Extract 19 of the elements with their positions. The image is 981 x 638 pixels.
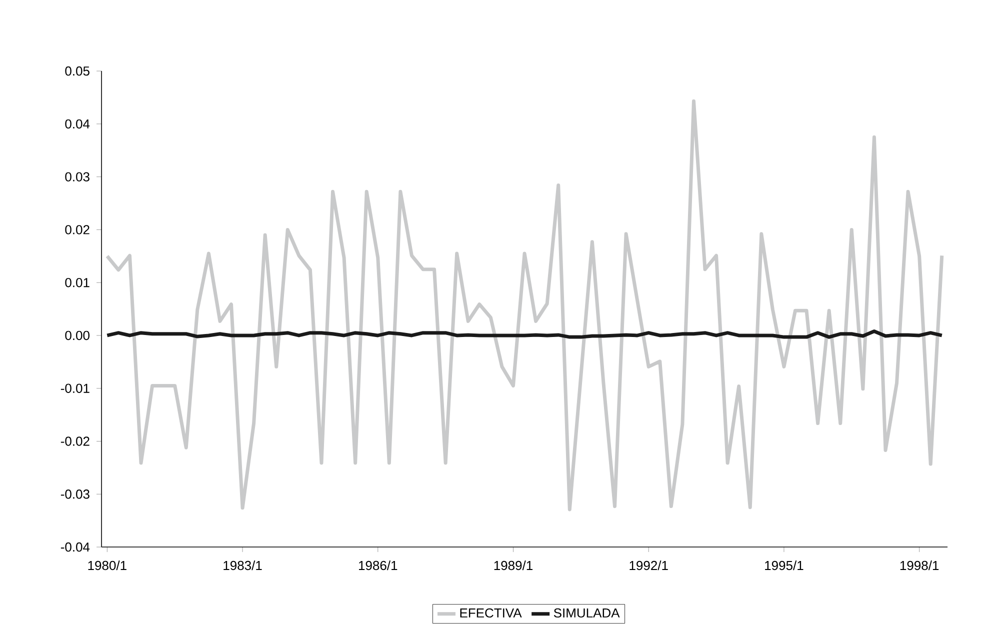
y-tick-label: 0.03 (65, 172, 90, 182)
y-tick-label: 0.01 (65, 278, 90, 288)
y-tick-label: -0.01 (60, 384, 90, 393)
legend-label: EFECTIVA (460, 608, 522, 618)
y-tick-label: 0.00 (65, 330, 90, 340)
y-tick-label: -0.02 (60, 436, 90, 446)
y-tick-label: 0.04 (65, 119, 90, 129)
legend-label: SIMULADA (554, 608, 620, 618)
y-tick-label: -0.04 (60, 542, 90, 552)
y-tick-label: 0.05 (65, 66, 90, 76)
x-tick-label: 1995/1 (765, 560, 804, 570)
y-tick-label: 0.02 (65, 225, 90, 234)
y-tick-label: -0.03 (60, 490, 90, 499)
x-tick-label: 1980/1 (88, 560, 126, 570)
x-tick-label: 1989/1 (494, 560, 532, 570)
x-tick-label: 1992/1 (630, 560, 668, 570)
x-tick-label: 1983/1 (224, 560, 262, 570)
x-tick-label: 1986/1 (358, 560, 398, 570)
x-tick-label: 1998/1 (900, 560, 939, 570)
